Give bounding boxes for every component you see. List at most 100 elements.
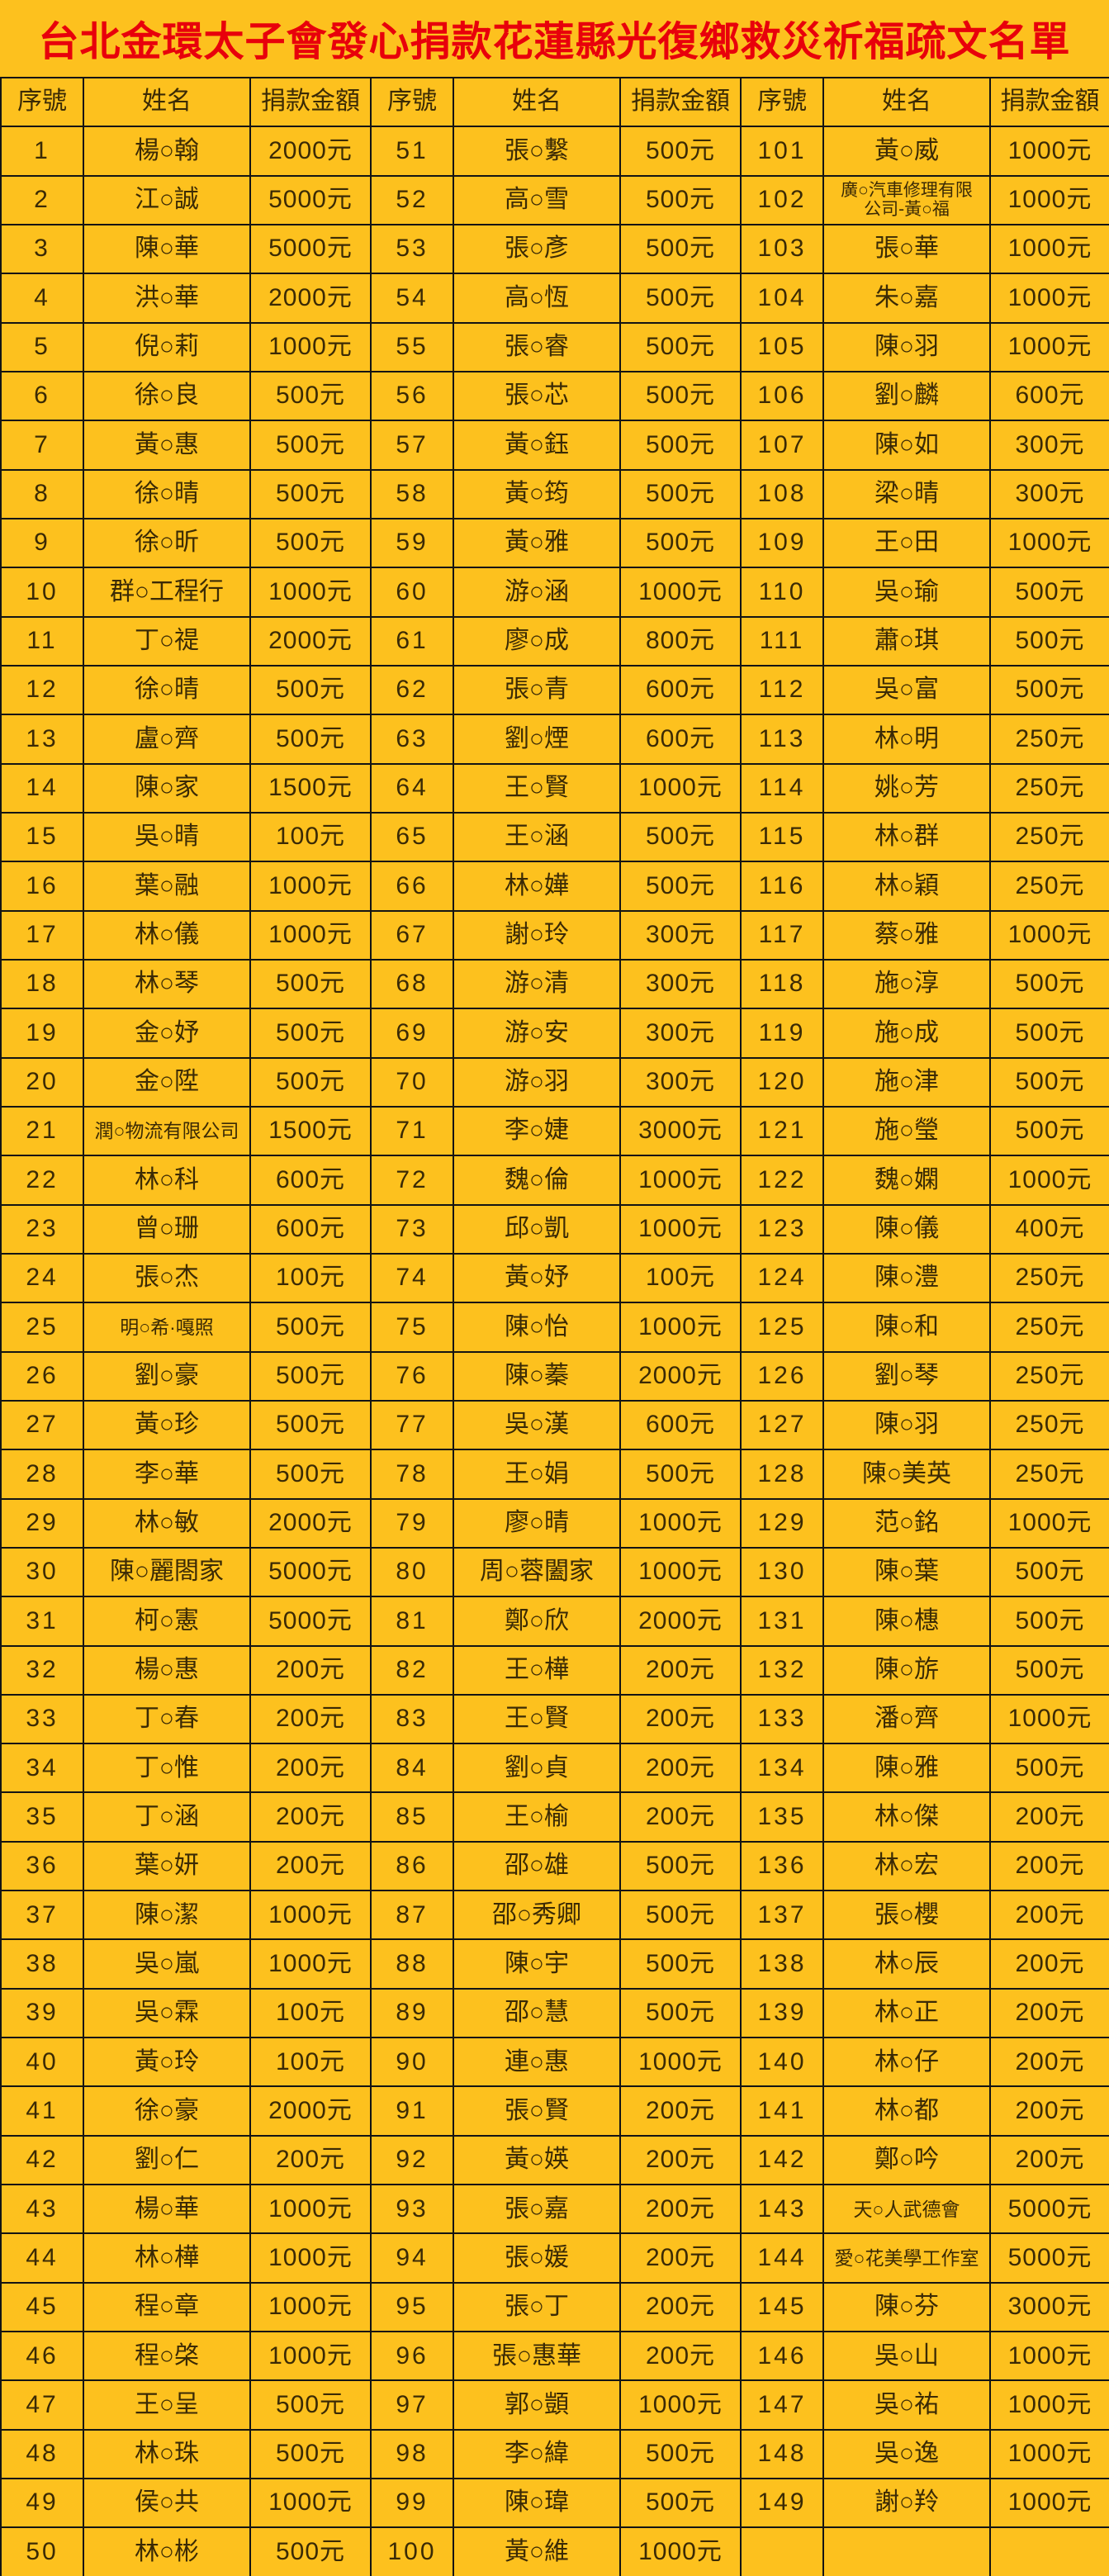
donor-amount: 300元 xyxy=(989,420,1109,471)
donor-no: 120 xyxy=(740,1056,824,1108)
donor-no: 30 xyxy=(0,1546,84,1598)
donor-amount: 500元 xyxy=(619,420,742,471)
donor-name: 陳○瑋 xyxy=(453,2478,621,2529)
header-row: 序號 姓名 捐款金額 序號 姓名 捐款金額 序號 姓名 捐款金額 xyxy=(0,76,1109,128)
donor-no: 64 xyxy=(370,762,454,814)
donor-no: 127 xyxy=(740,1399,824,1451)
empty-cell xyxy=(989,2526,1109,2576)
donor-amount: 200元 xyxy=(619,1743,742,1794)
donor-name: 楊○華 xyxy=(83,2184,251,2235)
table-row: 43 楊○華 1000元 93 張○嘉 200元 143 天○人武德會 5000元 xyxy=(0,2184,1109,2235)
donor-amount: 1000元 xyxy=(619,567,742,618)
donor-name: 李○婕 xyxy=(453,1105,621,1157)
donor-amount: 2000元 xyxy=(249,615,372,667)
table-row: 34 丁○惟 200元 84 劉○貞 200元 134 陳○雅 500元 xyxy=(0,1743,1109,1794)
donor-name: 邱○凱 xyxy=(453,1203,621,1255)
donor-name: 吳○晴 xyxy=(83,811,251,863)
donor-amount: 500元 xyxy=(989,958,1109,1010)
donor-name: 王○娟 xyxy=(453,1449,621,1500)
donor-amount: 400元 xyxy=(989,1203,1109,1255)
donor-amount: 1000元 xyxy=(989,909,1109,961)
donor-no: 18 xyxy=(0,958,84,1010)
donor-amount: 1000元 xyxy=(249,861,372,912)
donor-name: 陳○怡 xyxy=(453,1302,621,1353)
donor-no: 119 xyxy=(740,1008,824,1059)
donor-name: 林○仔 xyxy=(822,2037,991,2088)
table-row: 33 丁○春 200元 83 王○賢 200元 133 潘○齊 1000元 xyxy=(0,1693,1109,1745)
table-row: 32 楊○惠 200元 82 王○樺 200元 132 陳○旂 500元 xyxy=(0,1644,1109,1696)
donor-no: 58 xyxy=(370,468,454,519)
table-row: 18 林○琴 500元 68 游○清 300元 118 施○淳 500元 xyxy=(0,958,1109,1010)
donor-amount: 200元 xyxy=(619,1693,742,1745)
donor-amount: 1000元 xyxy=(249,1890,372,1941)
donor-no: 37 xyxy=(0,1890,84,1941)
donor-amount: 300元 xyxy=(619,909,742,961)
donor-name: 陳○華 xyxy=(83,223,251,275)
donor-no: 71 xyxy=(370,1105,454,1157)
donor-no: 34 xyxy=(0,1743,84,1794)
table-row: 20 金○陞 500元 70 游○羽 300元 120 施○津 500元 xyxy=(0,1056,1109,1108)
donor-no: 132 xyxy=(740,1644,824,1696)
donor-name: 姚○芳 xyxy=(822,762,991,814)
donor-name: 楊○翰 xyxy=(83,126,251,177)
donor-name: 潤○物流有限公司 xyxy=(83,1105,251,1157)
donor-amount: 200元 xyxy=(989,1987,1109,2039)
table-row: 13 盧○齊 500元 63 劉○煙 600元 113 林○明 250元 xyxy=(0,714,1109,765)
table-row: 39 吳○霖 100元 89 邵○慧 500元 139 林○正 200元 xyxy=(0,1987,1109,2039)
donor-amount: 1000元 xyxy=(249,567,372,618)
donor-amount: 500元 xyxy=(619,223,742,275)
donor-no: 113 xyxy=(740,714,824,765)
donor-no: 87 xyxy=(370,1890,454,1941)
donor-amount: 1000元 xyxy=(619,2037,742,2088)
donor-name: 陳○旂 xyxy=(822,1644,991,1696)
donor-amount: 1000元 xyxy=(989,2331,1109,2382)
donor-amount: 200元 xyxy=(619,1791,742,1843)
donor-name: 楊○惠 xyxy=(83,1644,251,1696)
donor-no: 60 xyxy=(370,567,454,618)
donor-name: 高○雪 xyxy=(453,174,621,225)
donor-amount: 500元 xyxy=(619,370,742,422)
donor-no: 55 xyxy=(370,321,454,372)
donor-no: 88 xyxy=(370,1938,454,1990)
donor-name: 王○賢 xyxy=(453,1693,621,1745)
donor-no: 6 xyxy=(0,370,84,422)
table-row: 31 柯○憲 5000元 81 鄭○欣 2000元 131 陳○橞 500元 xyxy=(0,1596,1109,1647)
donor-no: 126 xyxy=(740,1350,824,1402)
donor-amount: 300元 xyxy=(989,468,1109,519)
donor-name: 明○希·嘎照 xyxy=(83,1302,251,1353)
donor-name: 林○珠 xyxy=(83,2428,251,2480)
donor-name: 徐○晴 xyxy=(83,664,251,716)
donor-no: 101 xyxy=(740,126,824,177)
donor-name: 陳○蓁 xyxy=(453,1350,621,1402)
donor-name: 吳○漢 xyxy=(453,1399,621,1451)
donor-name: 張○櫻 xyxy=(822,1890,991,1941)
donor-name: 謝○玲 xyxy=(453,909,621,961)
donor-name: 陳○橞 xyxy=(822,1596,991,1647)
donor-no: 112 xyxy=(740,664,824,716)
donor-no: 67 xyxy=(370,909,454,961)
col-header-amount: 捐款金額 xyxy=(619,76,742,128)
donor-name: 施○津 xyxy=(822,1056,991,1108)
table-row: 24 張○杰 100元 74 黃○妤 100元 124 陳○澧 250元 xyxy=(0,1252,1109,1304)
table-row: 16 葉○融 1000元 66 林○嬅 500元 116 林○穎 250元 xyxy=(0,861,1109,912)
donor-amount: 1000元 xyxy=(989,2379,1109,2431)
donor-amount: 1000元 xyxy=(619,1546,742,1598)
table-row: 50 林○彬 500元 100 黃○維 1000元 xyxy=(0,2526,1109,2576)
donor-no: 81 xyxy=(370,1596,454,1647)
donor-no: 7 xyxy=(0,420,84,471)
table-row: 44 林○樺 1000元 94 張○媛 200元 144 愛○花美學工作室 5000元 xyxy=(0,2232,1109,2284)
donor-name: 陳○如 xyxy=(822,420,991,471)
donor-no: 19 xyxy=(0,1008,84,1059)
donor-name: 王○田 xyxy=(822,517,991,569)
donor-amount: 600元 xyxy=(989,370,1109,422)
donor-amount: 250元 xyxy=(989,762,1109,814)
donor-amount: 3000元 xyxy=(989,2281,1109,2333)
table-row: 30 陳○麗閤家 5000元 80 周○蓉闔家 1000元 130 陳○葉 500元 xyxy=(0,1546,1109,1598)
donor-no: 145 xyxy=(740,2281,824,2333)
donor-name: 謝○羚 xyxy=(822,2478,991,2529)
donor-name: 劉○貞 xyxy=(453,1743,621,1794)
table-row: 14 陳○家 1500元 64 王○賢 1000元 114 姚○芳 250元 xyxy=(0,762,1109,814)
table-row: 28 李○華 500元 78 王○娟 500元 128 陳○美英 250元 xyxy=(0,1449,1109,1500)
donor-no: 23 xyxy=(0,1203,84,1255)
donor-name: 施○瑩 xyxy=(822,1105,991,1157)
